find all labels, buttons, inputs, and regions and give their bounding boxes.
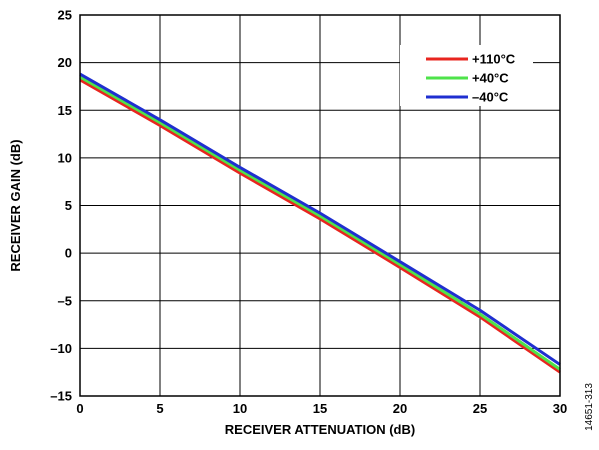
y-tick-label: 20 [58,55,72,70]
y-tick-label: 25 [58,8,72,23]
x-tick-label: 5 [156,401,163,416]
series-lines [79,72,561,374]
x-tick-label: 0 [76,401,83,416]
legend-label: –40°C [472,90,509,105]
x-tick-label: 10 [233,401,247,416]
plot-frame [79,14,561,397]
legend: +110°C +40°C –40°C [400,45,533,106]
x-tick-label: 15 [313,401,327,416]
y-tick-label: 15 [58,103,72,118]
y-tick-label: –15 [50,389,72,404]
x-axis-title: RECEIVER ATTENUATION (dB) [225,422,415,437]
legend-label: +40°C [472,71,509,86]
series-line [79,78,561,374]
x-tick-label: 30 [553,401,567,416]
series-line [79,72,561,366]
x-tick-label: 20 [393,401,407,416]
y-tick-label: –10 [50,341,72,356]
x-tick-label: 25 [473,401,487,416]
y-tick-label: 5 [65,198,72,213]
figure-id: 14651-313 [584,383,595,431]
legend-label: +110°C [472,52,516,67]
tick-labels: 0 5 10 15 20 25 30 25 20 15 10 5 0 –5 –10 –15 [50,8,567,417]
y-axis-title: RECEIVER GAIN (dB) [8,139,23,271]
y-tick-label: 0 [65,246,72,261]
y-tick-label: 10 [58,150,72,165]
y-tick-label: –5 [58,293,72,308]
series-line [79,75,561,371]
